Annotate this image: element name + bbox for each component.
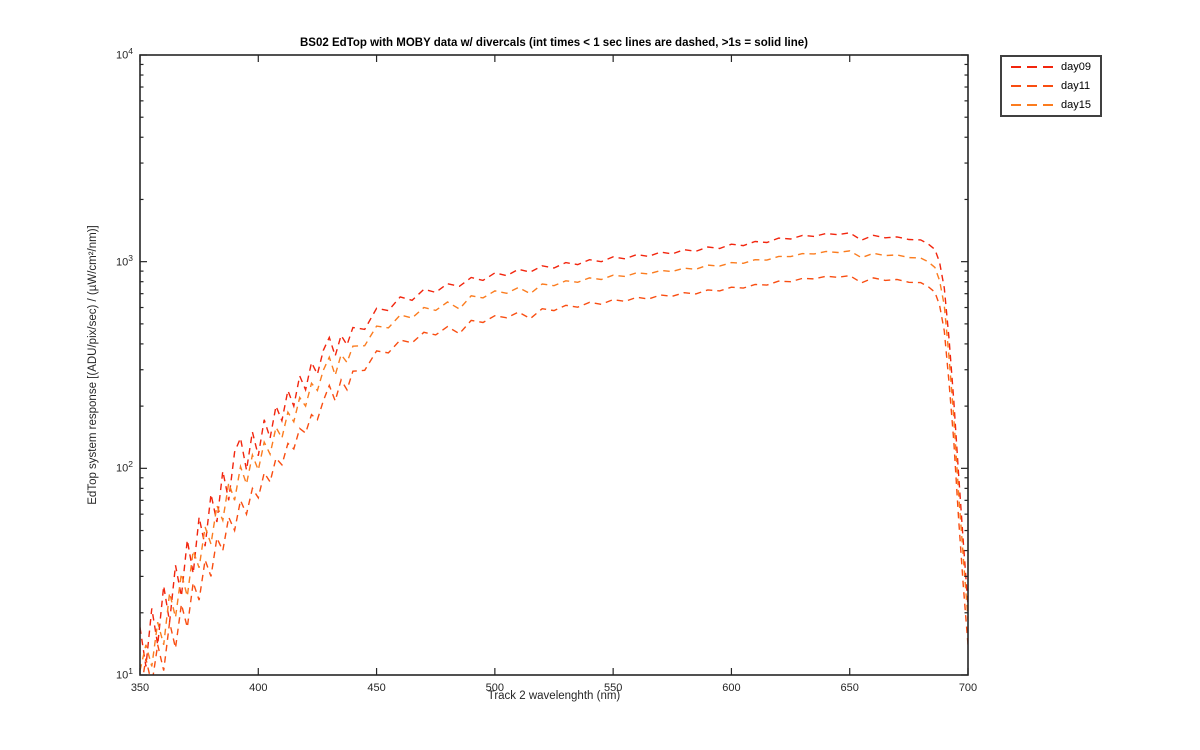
x-tick-label: 350	[130, 682, 150, 694]
series-curves	[140, 232, 968, 675]
y-tick-label: 102	[116, 459, 133, 475]
legend-label: day15	[1061, 98, 1091, 111]
legend: day09 day11 day15	[1000, 55, 1102, 117]
x-tick-label: 650	[840, 682, 859, 694]
legend-label: day11	[1061, 79, 1091, 92]
axis-ticks	[139, 54, 969, 676]
x-tick-label: 500	[485, 682, 505, 694]
x-tick-label: 400	[249, 682, 268, 694]
y-tick-label: 104	[116, 46, 133, 62]
x-tick-label: 550	[603, 682, 623, 694]
dashed-line-sample	[1011, 104, 1053, 106]
x-tick-label: 700	[958, 682, 978, 694]
chart-title: BS02 EdTop with MOBY data w/ divercals (…	[300, 37, 808, 49]
y-tick-label: 101	[116, 666, 133, 682]
legend-item-day11: day11	[1002, 77, 1100, 95]
x-axis-label: Track 2 wavelenghth (nm)	[487, 690, 621, 702]
legend-label: day09	[1061, 60, 1091, 73]
dashed-line-sample	[1011, 66, 1053, 68]
x-tick-label: 600	[722, 682, 741, 694]
dashed-line-sample	[1011, 85, 1053, 87]
series-line-day09	[140, 232, 968, 667]
y-tick-label: 103	[116, 252, 133, 269]
legend-item-day09: day09	[1002, 58, 1100, 76]
x-tick-label: 450	[367, 682, 386, 694]
series-line-day15	[140, 250, 968, 671]
legend-item-day15: day15	[1002, 96, 1100, 114]
plot-box	[139, 54, 969, 676]
series-line-day11	[142, 274, 968, 675]
